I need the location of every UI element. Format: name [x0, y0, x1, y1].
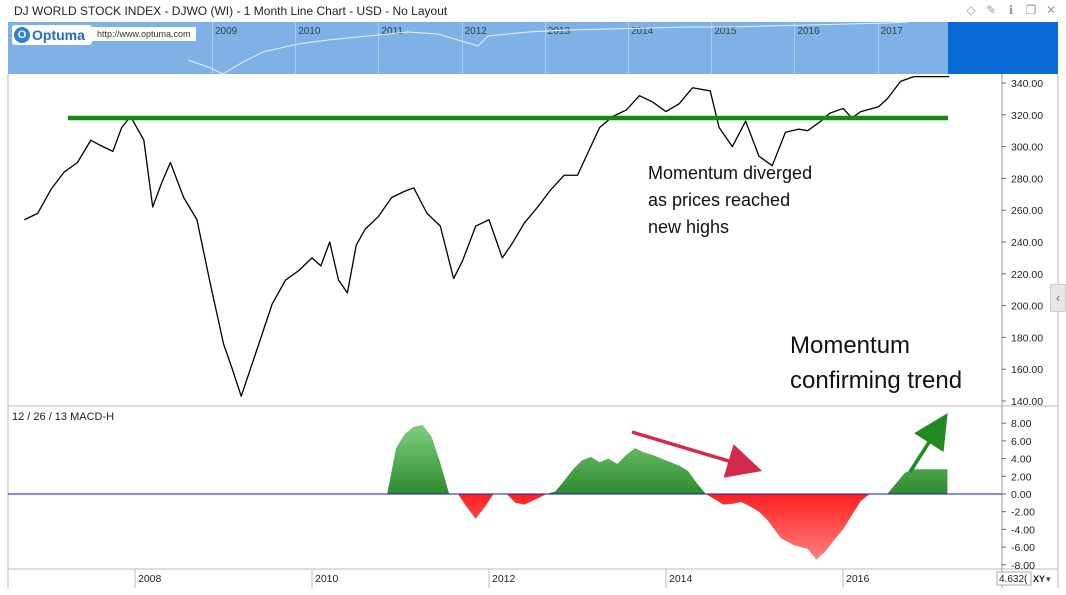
macd-histogram-negative: [458, 494, 870, 560]
navigator-year-label: 2009: [215, 26, 238, 37]
url-label[interactable]: http://www.optuma.com: [92, 27, 196, 41]
restore-icon[interactable]: ❐: [1025, 3, 1037, 17]
navigator-year-divider: [295, 22, 297, 74]
confirming-arrow: [908, 413, 948, 473]
macd-y-tick-label: 2.00: [1011, 471, 1032, 483]
macd-y-tick-label: -2.00: [1011, 507, 1035, 519]
navigator-year-label: 2010: [298, 26, 321, 37]
navigator-year-divider: [628, 22, 629, 74]
diamond-icon[interactable]: ◇: [966, 3, 976, 17]
window-controls: ◇ ✎ ℹ ❐ ✕: [964, 3, 1058, 17]
annotation-diverged-line: as prices reached: [648, 190, 790, 210]
macd-y-tick-label: -4.00: [1011, 524, 1035, 536]
annotation-diverged-line: Momentum diverged: [648, 163, 812, 183]
navigator-year-divider: [544, 22, 546, 74]
annotation-diverged-line: new highs: [648, 217, 729, 237]
x-tick-label: 2014: [669, 573, 693, 585]
info-icon[interactable]: ℹ: [1008, 3, 1014, 17]
xy-button[interactable]: XY: [1033, 574, 1045, 584]
optuma-logo: O Optuma: [12, 25, 92, 45]
price-y-tick-label: 240.00: [1011, 237, 1043, 249]
macd-y-tick-label: -6.00: [1011, 542, 1035, 554]
macd-y-tick-label: 0.00: [1011, 489, 1032, 501]
navigator-year-label: 2015: [714, 26, 737, 37]
navigator-year-label: 2016: [797, 26, 820, 37]
navigator-year-label: 2017: [880, 26, 903, 37]
macd-y-tick-label: 6.00: [1011, 436, 1032, 448]
macd-series-label: 12 / 26 / 13 MACD-H: [12, 411, 114, 423]
x-tick-label: 2012: [492, 573, 516, 585]
price-line: [24, 75, 950, 397]
navigator-line: [187, 22, 909, 74]
macd-y-tick-label: 8.00: [1011, 418, 1032, 430]
navigator-year-label: 2011: [381, 26, 403, 37]
logo-mark-icon: O: [14, 27, 30, 43]
footer-value-text: 4.632(: [999, 574, 1028, 585]
price-y-tick-label: 140.00: [1011, 396, 1043, 408]
price-y-tick-label: 200.00: [1011, 301, 1043, 313]
side-panel-toggle[interactable]: ‹: [1050, 284, 1066, 312]
annotation-confirming-line: Momentum: [790, 332, 910, 359]
macd-histogram-positive: [387, 424, 948, 494]
price-y-tick-label: 160.00: [1011, 364, 1043, 376]
navigator-window[interactable]: [948, 22, 1058, 74]
price-y-tick-label: 300.00: [1011, 142, 1043, 154]
navigator-year-divider: [711, 22, 713, 74]
window-title: DJ WORLD STOCK INDEX - DJWO (WI) - 1 Mon…: [14, 4, 448, 18]
navigator-year-label: 2013: [547, 26, 571, 37]
price-y-tick-label: 320.00: [1011, 110, 1043, 122]
price-y-tick-label: 220.00: [1011, 269, 1043, 281]
logo-text: Optuma: [32, 27, 85, 43]
price-y-tick-label: 260.00: [1011, 205, 1043, 217]
navigator-bar[interactable]: 2009 2010 2011 2012 2013 2014 2015 2016 2017 O O…: [8, 22, 1058, 74]
xy-dropdown-icon: ▾: [1046, 575, 1051, 585]
navigator-year-divider: [212, 22, 213, 74]
price-y-tick-label: 280.00: [1011, 173, 1043, 185]
annotation-confirming-line: confirming trend: [790, 367, 962, 394]
navigator-year-divider: [461, 22, 463, 74]
pin-icon[interactable]: ✎: [985, 3, 997, 17]
x-tick-label: 2010: [315, 573, 339, 585]
macd-y-tick-label: -8.00: [1011, 560, 1035, 572]
divergence-arrow: [631, 430, 763, 478]
price-y-tick-label: 340.00: [1011, 78, 1043, 90]
close-icon[interactable]: ✕: [1045, 3, 1057, 17]
title-bar: DJ WORLD STOCK INDEX - DJWO (WI) - 1 Mon…: [0, 0, 1066, 22]
price-y-tick-label: 180.00: [1011, 332, 1043, 344]
navigator-year-divider: [378, 22, 380, 74]
navigator-year-divider: [877, 22, 879, 74]
x-tick-label: 2016: [846, 573, 870, 585]
navigator-year-label: 2012: [464, 26, 487, 37]
macd-y-tick-label: 4.00: [1011, 454, 1032, 466]
navigator-year-label: 2014: [631, 26, 654, 37]
x-tick-label: 2008: [138, 573, 162, 585]
navigator-year-divider: [794, 22, 796, 74]
footer-value-box: [996, 571, 1032, 586]
